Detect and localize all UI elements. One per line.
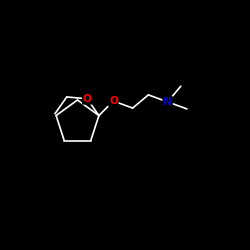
Text: O: O bbox=[109, 96, 118, 106]
Text: N: N bbox=[163, 97, 172, 107]
Text: O: O bbox=[83, 94, 92, 104]
